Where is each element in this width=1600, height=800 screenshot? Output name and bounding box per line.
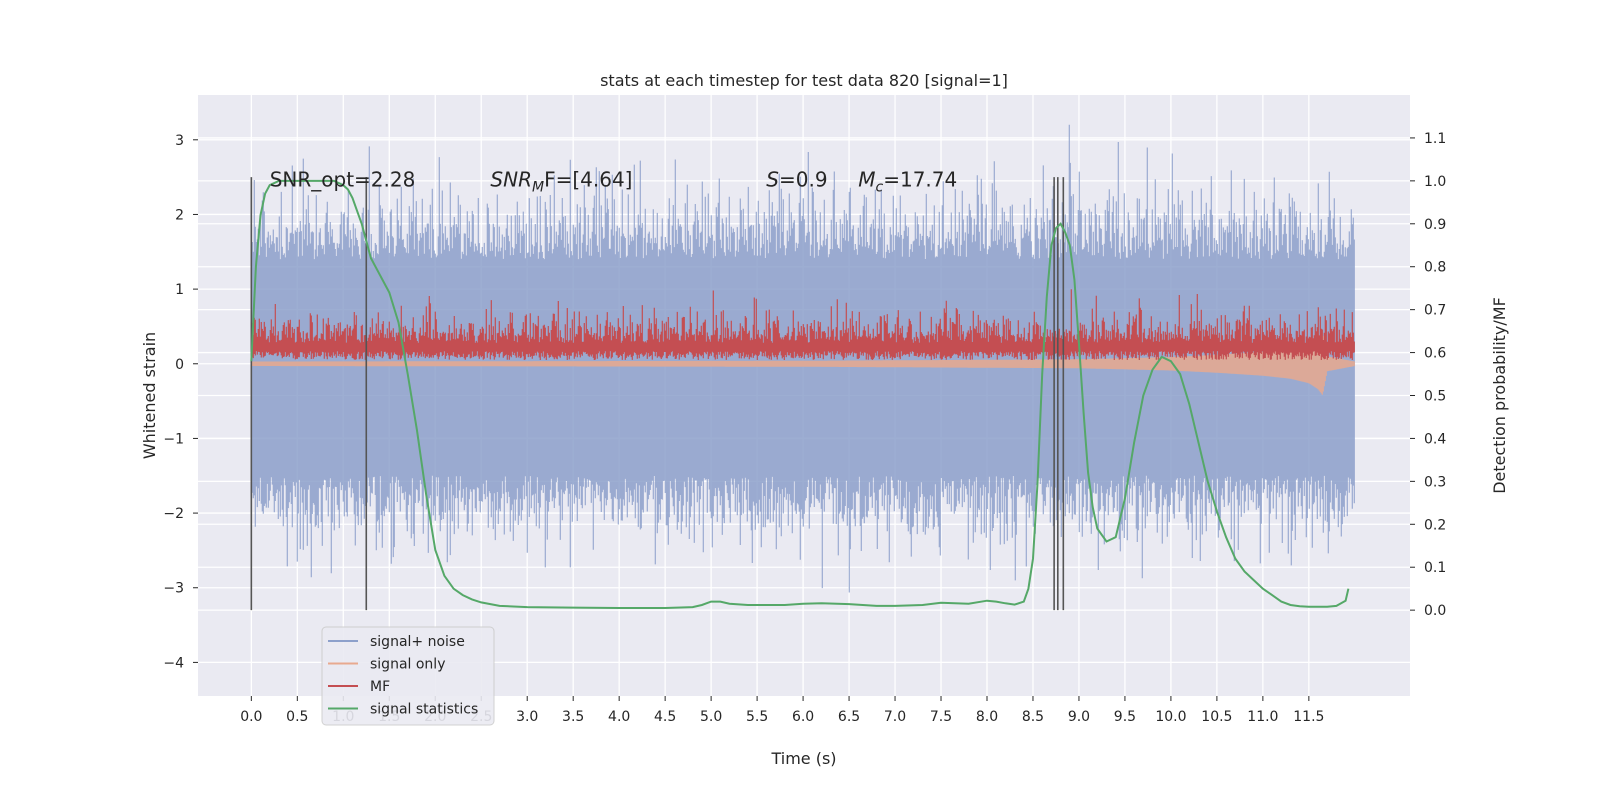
- annotation-main: SNR_opt=2.28: [270, 168, 416, 192]
- y-tick-label: 0: [175, 357, 184, 373]
- y-tick-label: −4: [163, 655, 184, 671]
- x-tick-label: 7.5: [930, 709, 952, 725]
- x-tick-label: 10.5: [1201, 709, 1232, 725]
- annotation-text: Mc=17.74: [858, 168, 957, 196]
- x-tick-label: 8.0: [976, 709, 998, 725]
- x-tick-label: 5.0: [700, 709, 722, 725]
- right-tick-label: 0.0: [1424, 603, 1446, 619]
- y-tick-label: 3: [175, 133, 184, 149]
- y-axis-label: Whitened strain: [140, 332, 159, 459]
- x-tick-label: 0.5: [286, 709, 308, 725]
- right-tick-label: 0.9: [1424, 217, 1446, 233]
- x-tick-label: 7.0: [884, 709, 906, 725]
- x-tick-label: 10.0: [1155, 709, 1186, 725]
- right-tick-label: 0.1: [1424, 560, 1446, 576]
- x-tick-label: 4.0: [608, 709, 630, 725]
- legend-label: signal statistics: [370, 702, 478, 718]
- vertical-markers: [250, 177, 1065, 611]
- annotation-text: SNR_opt=2.28: [270, 168, 416, 192]
- y-tick-label: 1: [175, 282, 184, 298]
- y-tick-label: −2: [163, 506, 184, 522]
- y-tick-label: −1: [163, 431, 184, 447]
- y-tick-label: −3: [163, 581, 184, 597]
- right-tick-label: 0.7: [1424, 303, 1446, 319]
- right-tick-label: 0.5: [1424, 389, 1446, 405]
- x-tick-label: 6.5: [838, 709, 860, 725]
- annotation-subscript: M: [532, 180, 544, 196]
- right-tick-label: 1.0: [1424, 174, 1446, 190]
- annotation-text: S=0.9: [766, 168, 827, 192]
- annotation-main: SNR: [490, 168, 532, 192]
- annotation-main: M: [858, 168, 875, 192]
- legend-label: MF: [370, 679, 390, 695]
- series-signal-statistics: [250, 179, 1350, 609]
- chart-title: stats at each timestep for test data 820…: [600, 71, 1008, 90]
- x-axis-label: Time (s): [770, 749, 836, 768]
- x-tick-label: 6.0: [792, 709, 814, 725]
- legend: signal+ noise signal only MF signal statist…: [321, 626, 495, 726]
- x-tick-label: 3.5: [562, 709, 584, 725]
- x-tick-label: 9.0: [1068, 709, 1090, 725]
- right-tick-label: 0.3: [1424, 474, 1446, 490]
- x-tick-label: 11.0: [1247, 709, 1278, 725]
- y-tick-label: 2: [175, 207, 184, 223]
- right-tick-label: 0.6: [1424, 346, 1446, 362]
- annotation-subscript: c: [876, 180, 884, 196]
- annotation-suffix: =17.74: [883, 168, 957, 192]
- right-axis-ticks: 0.0 0.1 0.2 0.3 0.4 0.5 0.6 0.7 0.8 0.9 1.0 1.1: [1410, 131, 1446, 619]
- legend-frame: [321, 626, 495, 726]
- legend-label: signal only: [370, 657, 445, 673]
- x-tick-label: 9.5: [1114, 709, 1136, 725]
- annotation-suffix: =0.9: [779, 168, 828, 192]
- right-tick-label: 1.1: [1424, 131, 1446, 147]
- legend-label: signal+ noise: [370, 634, 465, 650]
- annotation-text: SNRMF=[4.64]: [490, 168, 632, 196]
- right-tick-label: 0.8: [1424, 260, 1446, 276]
- x-tick-label: 5.5: [746, 709, 768, 725]
- right-tick-label: 0.4: [1424, 431, 1446, 447]
- x-tick-label: 8.5: [1022, 709, 1044, 725]
- x-tick-label: 4.5: [654, 709, 676, 725]
- y-axis-ticks: −4 −3 −2 −1 0 1 2 3: [163, 133, 198, 671]
- right-tick-label: 0.2: [1424, 517, 1446, 533]
- series-layer: [250, 124, 1355, 611]
- x-tick-label: 11.5: [1293, 709, 1324, 725]
- annotation-suffix: F=[4.64]: [544, 168, 632, 192]
- annotation-main: S: [766, 168, 779, 192]
- annotations: SNR_opt=2.28 SNRMF=[4.64] S=0.9 Mc=17.74: [270, 168, 958, 196]
- x-tick-label: 3.0: [516, 709, 538, 725]
- right-axis-label: Detection probability/MF: [1490, 297, 1509, 494]
- x-tick-label: 0.0: [240, 709, 262, 725]
